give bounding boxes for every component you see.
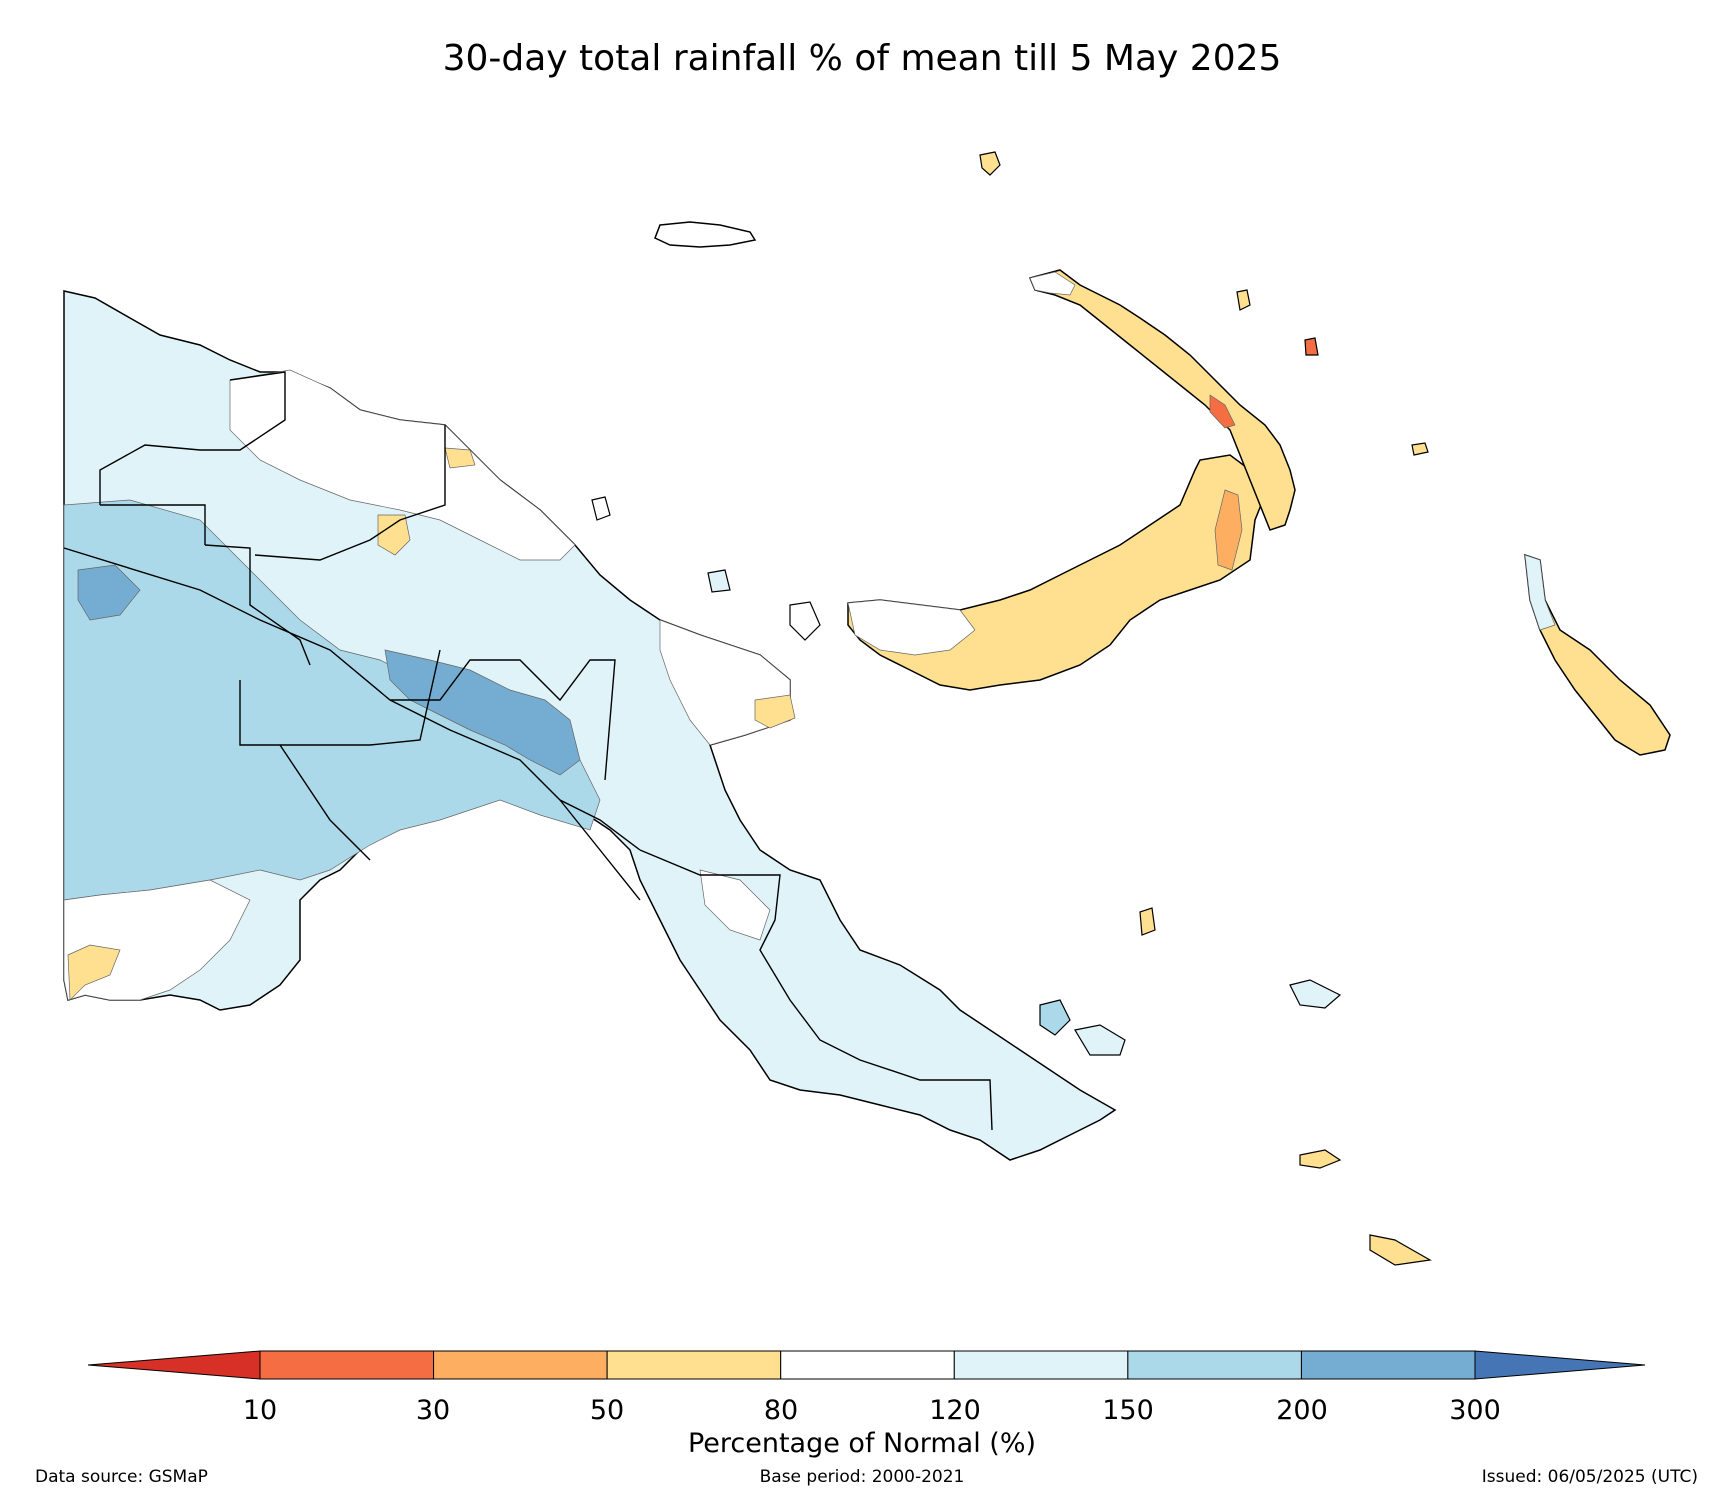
umboi-island (789, 601, 821, 641)
colorbar-tick-120: 120 (929, 1395, 981, 1426)
bougainville (1524, 553, 1671, 756)
new-britain-white-west (847, 599, 976, 656)
colorbar-arrow-low (87, 1350, 261, 1380)
new-britain-30-50 (1214, 489, 1243, 571)
colorbar-tick-150: 150 (1102, 1395, 1154, 1426)
colorbar-tick-200: 200 (1276, 1395, 1328, 1426)
mussau-island (1236, 289, 1251, 311)
colorbar-label: Percentage of Normal (%) (687, 1428, 1037, 1459)
colorbar-bin-80-120 (780, 1350, 955, 1380)
colorbar-arrow-high (1474, 1350, 1646, 1380)
region-80-120-north (229, 369, 576, 561)
goodenough-island (1289, 979, 1342, 1009)
fergusson-island (1074, 1024, 1126, 1056)
data-source-note: Data source: GSMaP (35, 1467, 208, 1487)
new-ireland (1028, 269, 1296, 531)
colorbar-tick-80: 80 (763, 1395, 799, 1426)
region-150-200-southwest (63, 499, 601, 901)
nissan-island (979, 151, 1001, 176)
colorbar-tick-10: 10 (242, 1395, 278, 1426)
region-50-80-madang (754, 694, 796, 729)
manus-island (654, 221, 757, 248)
dentrecasteaux-island (1039, 999, 1071, 1036)
feni-island (1304, 337, 1319, 356)
karkar-island (591, 496, 611, 521)
province-boundaries (63, 371, 993, 1131)
bougainville-white-north (1524, 554, 1556, 631)
region-50-80-southwest (67, 944, 121, 1001)
new-ireland-white (1029, 271, 1076, 296)
colorbar-bin-50-80 (606, 1350, 782, 1380)
region-50-80-sepik (377, 514, 411, 556)
region-80-120-papuan-tail (699, 869, 771, 941)
colorbar-bin-30-50 (433, 1350, 608, 1380)
base-period-note: Base period: 2000-2021 (759, 1467, 965, 1487)
colorbar-tick-300: 300 (1449, 1395, 1501, 1426)
colorbar-bin-150-200 (1127, 1350, 1302, 1380)
issued-date-note: Issued: 06/05/2025 (UTC) (1481, 1467, 1698, 1487)
region-200-300-west (77, 564, 141, 621)
region-50-80-coast (444, 447, 476, 469)
colorbar-bin-10-30 (259, 1350, 435, 1380)
trobriand-island (1139, 907, 1156, 936)
long-island (707, 569, 731, 593)
woodlark-island (1299, 1149, 1342, 1169)
colorbar-bin-120-150 (953, 1350, 1129, 1380)
colorbar-bin-200-300 (1300, 1350, 1476, 1380)
map-title: 30-day total rainfall % of mean till 5 M… (442, 38, 1282, 79)
colorbar-tick-50: 50 (589, 1395, 625, 1426)
rossel-island (1369, 1234, 1432, 1266)
lihir-island (1411, 442, 1429, 456)
colorbar-tick-30: 30 (415, 1395, 451, 1426)
new-ireland-30-50 (1209, 394, 1236, 429)
